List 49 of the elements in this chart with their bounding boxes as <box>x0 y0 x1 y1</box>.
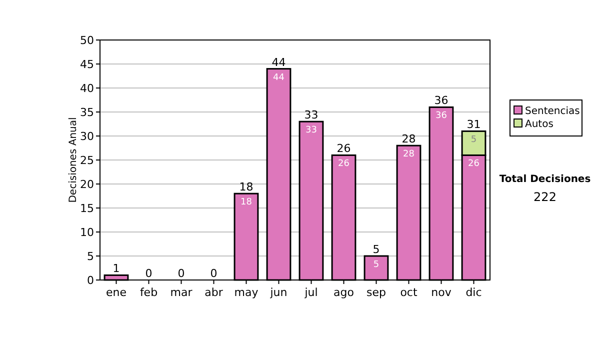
total-label: 5 <box>372 243 380 256</box>
y-tick-label: 25 <box>80 154 94 167</box>
data-label: 44 <box>273 72 285 83</box>
x-tick-label: nov <box>431 286 452 299</box>
y-tick-label: 30 <box>80 130 94 143</box>
y-tick-label: 50 <box>80 34 94 47</box>
data-label: 26 <box>468 159 480 170</box>
total-label: 33 <box>304 108 318 122</box>
x-tick-label: jul <box>304 286 318 299</box>
total-label: 0 <box>210 267 218 280</box>
y-tick-label: 40 <box>80 82 94 95</box>
x-tick-label: oct <box>400 286 418 299</box>
x-tick-label: feb <box>140 286 158 299</box>
legend-label: Sentencias <box>525 106 580 117</box>
total-label: 28 <box>402 132 416 146</box>
total-label: 44 <box>272 56 286 69</box>
y-tick-label: 0 <box>87 274 94 287</box>
data-label: 5 <box>373 260 380 270</box>
y-tick-label: 35 <box>80 106 94 119</box>
x-tick-label: mar <box>170 286 193 299</box>
x-tick-label: ago <box>334 286 354 299</box>
data-label: 5 <box>470 135 477 146</box>
legend-label: Autos <box>525 119 554 130</box>
y-tick-label: 5 <box>87 250 94 263</box>
total-label: 26 <box>336 142 351 156</box>
x-tick-label: may <box>234 286 259 299</box>
y-tick-label: 15 <box>80 202 94 215</box>
total-label: 0 <box>178 267 185 280</box>
data-label: 28 <box>403 150 415 160</box>
y-axis-title: Decisiones Anual <box>68 117 79 203</box>
x-tick-label: abr <box>204 286 224 299</box>
data-label: 26 <box>338 159 350 170</box>
total-label: 31 <box>466 118 481 132</box>
y-tick-label: 10 <box>80 226 94 239</box>
total-label: 36 <box>434 94 448 108</box>
x-tick-label: dic <box>466 286 482 299</box>
x-tick-label: jun <box>269 286 288 299</box>
x-tick-label: sep <box>366 286 386 299</box>
total-label: 18 <box>239 180 254 194</box>
y-tick-label: 20 <box>80 178 94 191</box>
data-label: 33 <box>306 126 317 136</box>
y-tick-label: 45 <box>80 58 94 71</box>
data-label: 36 <box>436 111 448 122</box>
x-tick-label: ene <box>106 286 127 299</box>
total-label: 1 <box>112 262 120 276</box>
text: Total Decisiones <box>499 174 591 185</box>
data-label: 18 <box>240 198 252 208</box>
text: 222 <box>534 190 556 204</box>
total-label: 0 <box>145 267 152 280</box>
